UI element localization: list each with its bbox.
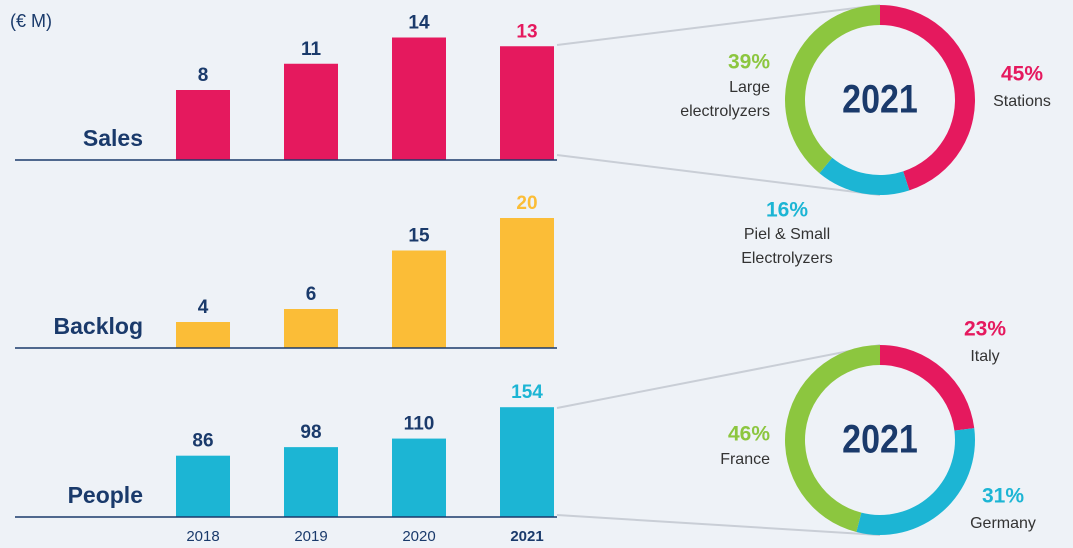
connector [556,4,881,46]
value-label: 31% [982,485,1024,508]
value-label: 15 [408,226,430,247]
unit-label: (€ M) [10,11,52,31]
value-label: 46% [728,423,770,446]
bar [500,46,554,160]
x-tick-label: 2019 [294,528,327,545]
panel-label: People [68,482,143,508]
segment-label: France [720,451,770,468]
center-label: 2021 [842,416,918,461]
value-label: 11 [301,39,322,60]
value-label: 110 [404,414,435,435]
segment-label: Stations [993,93,1051,110]
donut-segment [880,5,975,191]
value-label: 98 [300,422,321,443]
bar [392,37,446,160]
bar [176,455,230,517]
value-label: 39% [728,51,770,74]
bar [500,218,554,348]
connector [556,344,881,409]
panel-label: Backlog [54,313,143,339]
value-label: 23% [964,318,1006,341]
donut-segment [819,157,910,195]
bar [284,309,338,348]
value-label: 14 [408,13,430,34]
segment-label: Electrolyzers [741,250,833,267]
value-label: 86 [192,431,213,452]
segment-label: electrolyzers [680,103,770,120]
segment-label: Large [729,79,770,96]
connector [556,154,881,196]
bar [500,407,554,517]
value-label: 6 [306,284,317,305]
bar [392,438,446,517]
value-label: 8 [198,65,209,86]
donut-segment [785,5,880,174]
x-tick-label: 2018 [186,528,219,545]
bar [284,447,338,517]
segment-label: Germany [970,515,1036,532]
value-label: 4 [198,297,209,318]
center-label: 2021 [842,76,918,121]
bar [284,63,338,160]
value-label: 20 [516,193,537,214]
connector [556,514,881,536]
donut-segment [856,428,975,535]
x-tick-label: 2020 [402,528,435,545]
donut-segment [880,345,975,431]
value-label: 45% [1001,63,1043,86]
panel-label: Sales [83,125,143,151]
value-label: 16% [766,199,808,222]
x-tick-label: 2021 [510,528,543,545]
segment-label: Italy [970,348,999,365]
donut-segment [785,345,880,533]
bar [176,90,230,160]
value-label: 154 [511,382,543,403]
value-label: 13 [516,21,537,42]
segment-label: Piel & Small [744,226,830,243]
bar [176,322,230,348]
bar [392,250,446,348]
